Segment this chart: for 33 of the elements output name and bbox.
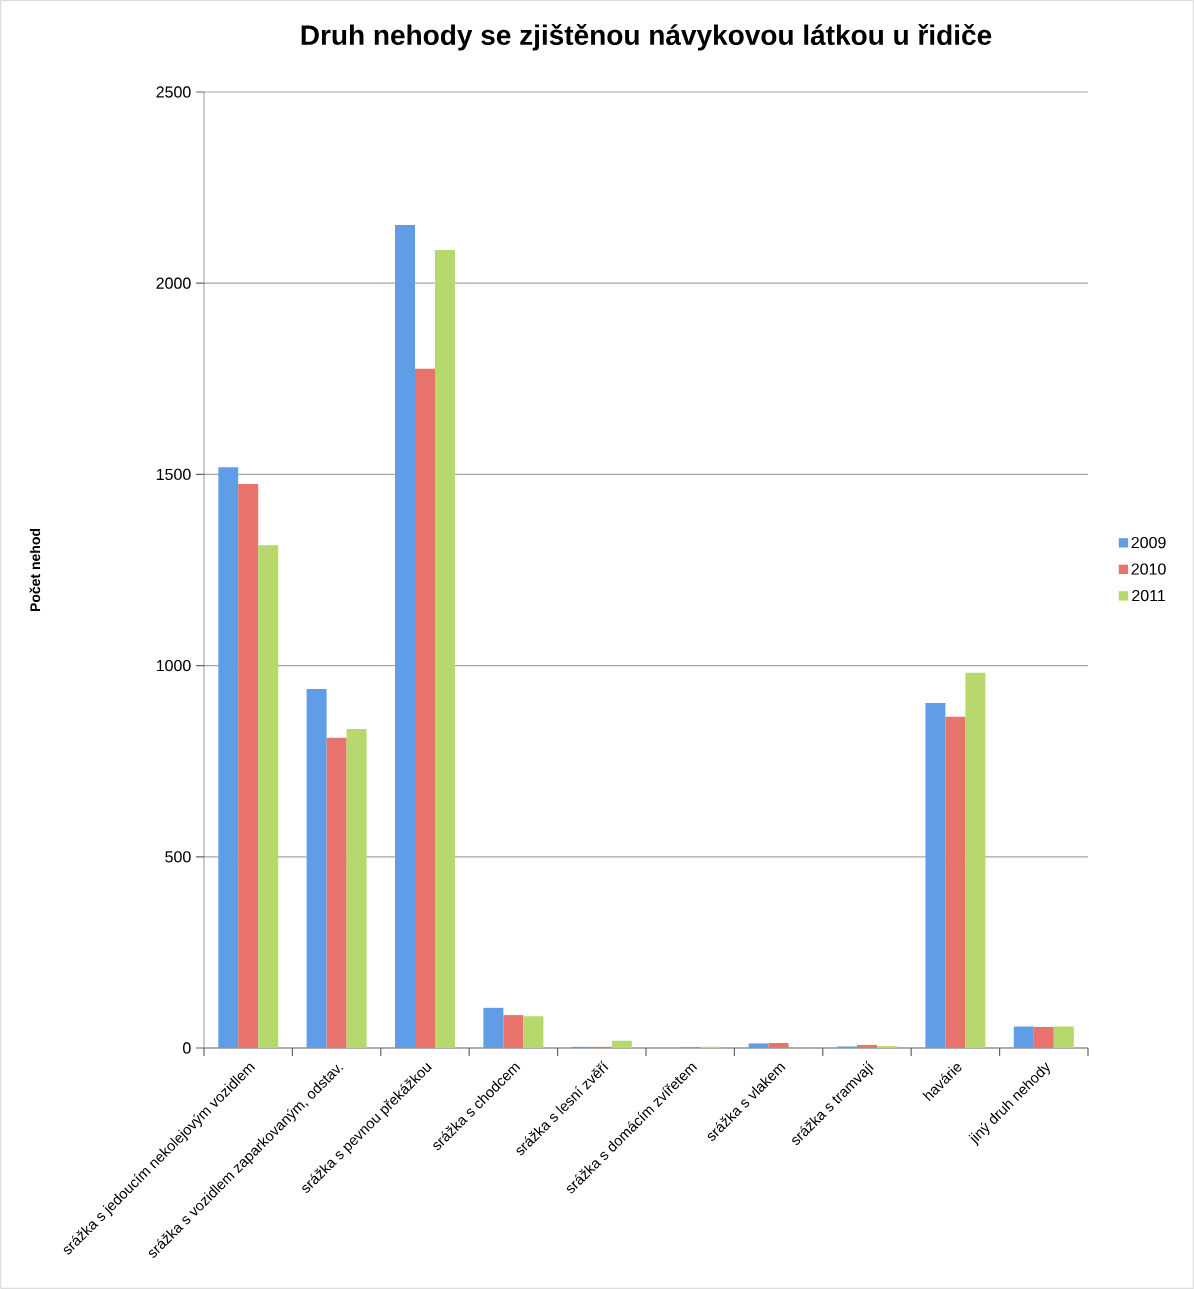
y-tick-label: 0	[183, 1042, 191, 1054]
bar	[326, 737, 347, 1048]
chart-title: Druh nehody se zjištěnou návykovou látkou u řidiče	[301, 23, 992, 51]
bar	[523, 1016, 544, 1048]
bar	[945, 716, 966, 1048]
bar	[483, 1007, 504, 1048]
y-tick-label: 2500	[156, 86, 191, 98]
bar	[965, 672, 986, 1048]
bar	[748, 1043, 769, 1048]
bar	[415, 368, 435, 1048]
bar	[1013, 1026, 1034, 1048]
bar	[306, 688, 327, 1048]
bar	[395, 225, 415, 1048]
y-tick-label: 1000	[156, 659, 191, 672]
bar	[925, 703, 946, 1048]
legend-label: 2009	[1131, 536, 1166, 549]
bar	[611, 1040, 632, 1048]
bar	[1033, 1026, 1054, 1048]
bar	[503, 1015, 524, 1048]
bar	[435, 249, 455, 1048]
bar	[857, 1044, 877, 1048]
bar	[258, 545, 279, 1048]
legend-label: 2011	[1132, 589, 1165, 602]
legend-label: 2010	[1131, 563, 1166, 575]
y-tick-label: 2000	[156, 277, 191, 289]
bar	[768, 1043, 789, 1048]
bar	[1053, 1026, 1074, 1048]
y-tick-label: 1500	[156, 468, 191, 481]
y-tick-label: 500	[165, 851, 191, 863]
bar	[218, 467, 239, 1048]
bar	[346, 729, 367, 1048]
bar	[238, 483, 259, 1048]
y-axis-title: Počet nehod	[29, 528, 41, 612]
